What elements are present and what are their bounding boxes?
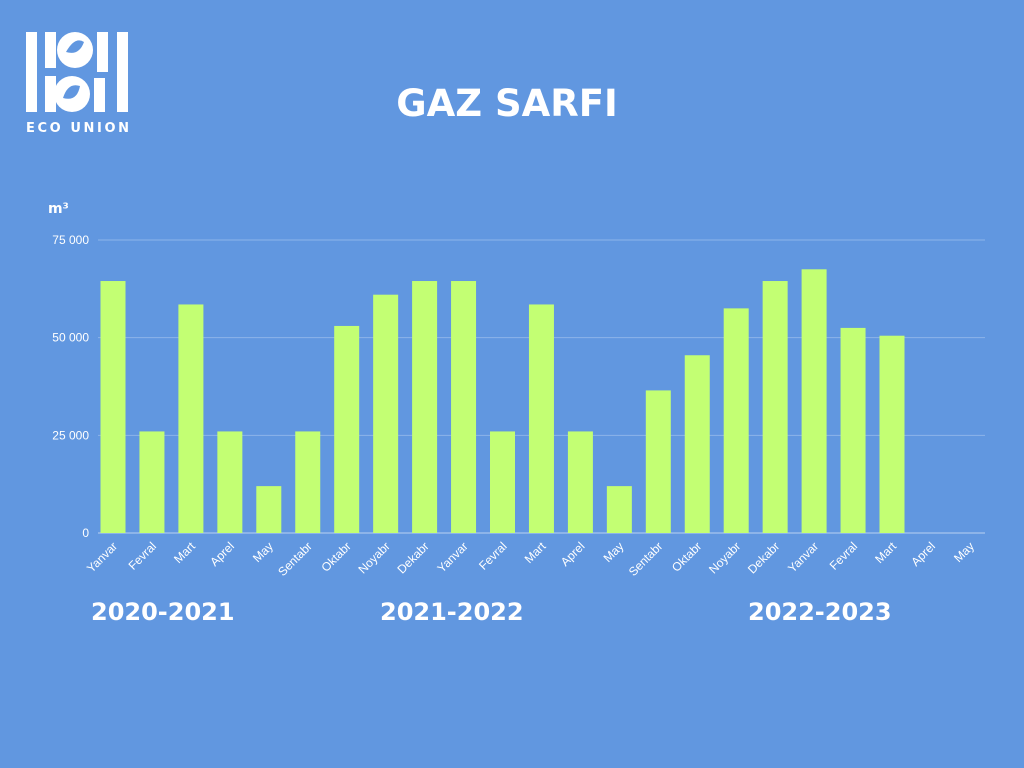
x-tick-label: Fevral <box>827 539 860 572</box>
x-tick-label: Aprel <box>908 539 938 569</box>
y-tick-label: 50 000 <box>52 331 89 345</box>
season-label-2020-2021: 2020-2021 <box>91 598 235 626</box>
x-tick-label: Noyabr <box>356 539 393 576</box>
x-tick-label: Fevral <box>126 539 159 572</box>
y-tick-label: 0 <box>82 526 89 540</box>
x-tick-label: Yanvar <box>785 539 821 575</box>
bar <box>412 281 438 533</box>
bar <box>606 486 632 533</box>
y-axis-label: m³ <box>48 201 69 217</box>
bar <box>139 431 165 533</box>
bar <box>801 269 827 533</box>
bar <box>100 281 126 533</box>
x-tick-label: May <box>250 539 276 565</box>
x-tick-label: Sentabr <box>626 539 666 579</box>
bar <box>723 308 749 533</box>
bar <box>256 486 282 533</box>
x-tick-label: Noyabr <box>706 539 743 576</box>
bar <box>451 281 477 533</box>
bar <box>295 431 321 533</box>
season-label-2021-2022: 2021-2022 <box>380 598 524 626</box>
bar <box>684 355 710 533</box>
eco-union-logo <box>26 32 128 112</box>
x-tick-label: Yanvar <box>84 539 120 575</box>
x-tick-label: Mart <box>522 539 549 566</box>
x-tick-label: Dekabr <box>394 539 431 576</box>
y-tick-label: 75 000 <box>52 233 89 247</box>
season-label-2022-2023: 2022-2023 <box>748 598 892 626</box>
bar <box>334 325 360 533</box>
bar <box>762 281 788 533</box>
x-tick-label: May <box>951 539 977 565</box>
x-tick-label: May <box>601 539 627 565</box>
x-tick-label: Mart <box>872 539 899 566</box>
bar <box>178 304 204 533</box>
bar <box>567 431 593 533</box>
x-tick-label: Oktabr <box>669 539 704 574</box>
logo-text: ECO UNION <box>26 121 132 136</box>
bar <box>217 431 243 533</box>
bar <box>645 390 671 533</box>
bar <box>490 431 515 533</box>
bar <box>528 304 554 533</box>
x-tick-label: Sentabr <box>275 539 315 579</box>
bar <box>840 327 866 533</box>
x-tick-label: Dekabr <box>745 539 782 576</box>
x-tick-label: Mart <box>171 539 198 566</box>
x-tick-label: Fevral <box>476 539 509 572</box>
chart-title: GAZ SARFI <box>396 82 618 125</box>
bar <box>879 335 905 533</box>
x-tick-label: Aprel <box>207 539 237 569</box>
x-tick-label: Aprel <box>558 539 588 569</box>
x-tick-label: Yanvar <box>435 539 471 575</box>
y-tick-label: 25 000 <box>52 428 89 442</box>
bar <box>373 294 399 533</box>
x-tick-label: Oktabr <box>318 539 353 574</box>
